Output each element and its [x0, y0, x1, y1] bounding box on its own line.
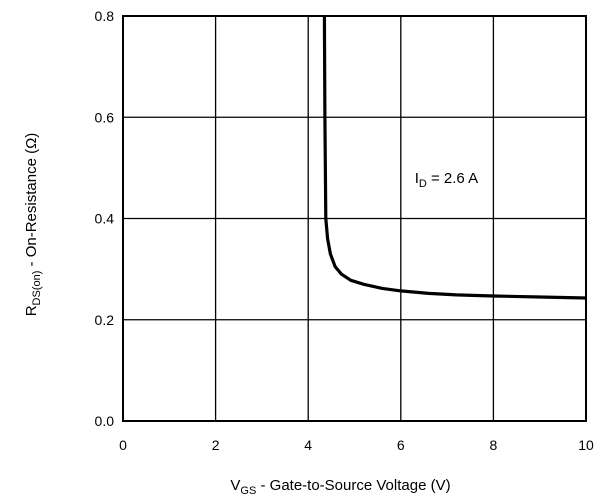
x-tick-label: 6 — [397, 437, 405, 453]
x-tick-label: 4 — [304, 437, 312, 453]
curves — [322, 15, 587, 300]
x-tick-label: 2 — [212, 437, 220, 453]
y-tick-label: 0.4 — [95, 211, 115, 227]
x-tick-label: 0 — [119, 437, 127, 453]
y-tick-labels: 0.0 0.2 0.4 0.6 0.8 — [95, 8, 115, 429]
y-tick-label: 0.8 — [95, 8, 115, 24]
plot-frame — [122, 15, 587, 422]
y-tick-label: 0.0 — [95, 413, 115, 429]
y-axis-title: RDS(on) - On-Resistance (Ω) — [23, 133, 43, 317]
grid — [122, 15, 587, 422]
x-tick-labels: 0 2 4 6 8 10 — [119, 437, 594, 453]
series-line — [322, 15, 587, 300]
annotation: ID = 2.6 A — [415, 170, 478, 190]
y-tick-label: 0.2 — [95, 312, 115, 328]
x-axis-title: VGS - Gate-to-Source Voltage (V) — [230, 477, 450, 497]
x-tick-label: 10 — [578, 437, 594, 453]
y-tick-label: 0.6 — [95, 109, 115, 125]
x-tick-label: 8 — [490, 437, 498, 453]
